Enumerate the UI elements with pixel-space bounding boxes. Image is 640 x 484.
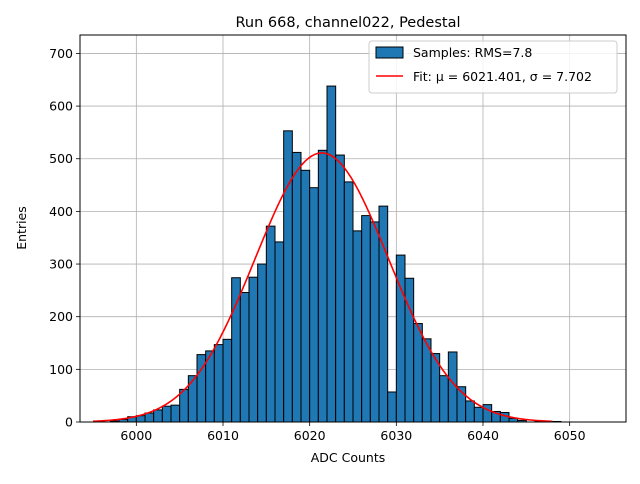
- y-axis-label: Entries: [14, 206, 29, 250]
- legend: Samples: RMS=7.8 Fit: μ = 6021.401, σ = …: [368, 40, 618, 94]
- y-tick-label: 700: [49, 46, 73, 61]
- histogram-bar: [257, 263, 267, 423]
- histogram-bar: [369, 221, 380, 423]
- y-axis-ticks: 0 100 200 300 400 500 600 700: [49, 46, 80, 430]
- histogram-bar: [421, 338, 432, 423]
- x-tick-label: 6030: [380, 428, 412, 443]
- chart-title: Run 668, channel022, Pedestal: [235, 15, 460, 31]
- y-tick-label: 600: [49, 99, 73, 114]
- histogram-bar: [352, 230, 363, 423]
- gaussian-fit-curve: [92, 152, 553, 423]
- histogram-bar: [439, 375, 449, 423]
- histogram-bar: [213, 344, 224, 423]
- x-axis-label: ADC Counts: [311, 450, 386, 465]
- histogram-bar: [239, 291, 250, 423]
- histogram-bar: [291, 151, 302, 423]
- histogram-bar: [274, 241, 285, 423]
- histogram-bar: [222, 338, 233, 423]
- histogram-bar: [300, 169, 311, 423]
- histogram-bar: [413, 323, 423, 423]
- histogram-bar: [144, 412, 155, 423]
- histogram-bar: [153, 409, 163, 423]
- histogram-bar: [343, 181, 354, 423]
- histogram-bar: [187, 375, 198, 423]
- legend-swatch-samples: [375, 46, 404, 59]
- histogram-bar: [170, 404, 181, 423]
- legend-label-fit: Fit: μ = 6021.401, σ = 7.702: [413, 69, 592, 84]
- y-tick-label: 100: [49, 362, 73, 377]
- histogram-bar: [309, 187, 319, 423]
- y-tick-label: 0: [65, 415, 73, 430]
- legend-label-samples: Samples: RMS=7.8: [413, 45, 532, 60]
- x-tick-label: 6050: [554, 428, 586, 443]
- histogram-bar: [179, 388, 189, 423]
- histogram-bar: [361, 215, 371, 423]
- x-tick-label: 6040: [467, 428, 499, 443]
- histogram-bar: [265, 225, 276, 423]
- x-tick-label: 6010: [207, 428, 239, 443]
- histogram-bar: [335, 154, 345, 423]
- histogram-bar: [499, 412, 510, 423]
- y-tick-label: 200: [49, 309, 73, 324]
- y-tick-label: 500: [49, 151, 73, 166]
- histogram-bar: [387, 391, 397, 423]
- histogram-bar: [231, 277, 241, 423]
- legend-box: [368, 40, 618, 94]
- y-tick-label: 400: [49, 204, 73, 219]
- x-tick-label: 6020: [294, 428, 326, 443]
- x-tick-label: 6000: [120, 428, 152, 443]
- histogram-bar: [283, 130, 293, 423]
- histogram-bar: [326, 85, 337, 423]
- y-tick-label: 300: [49, 257, 73, 272]
- fit-curve-layer: [92, 152, 553, 423]
- histogram-bar: [465, 400, 475, 423]
- x-axis-ticks: 6000 6010 6020 6030 6040 6050: [120, 422, 586, 443]
- histogram-bar: [161, 405, 172, 423]
- histogram-bar: [473, 406, 484, 423]
- histogram-bar: [317, 149, 328, 423]
- plot-frame: [79, 34, 627, 423]
- histogram-bar: [248, 276, 259, 423]
